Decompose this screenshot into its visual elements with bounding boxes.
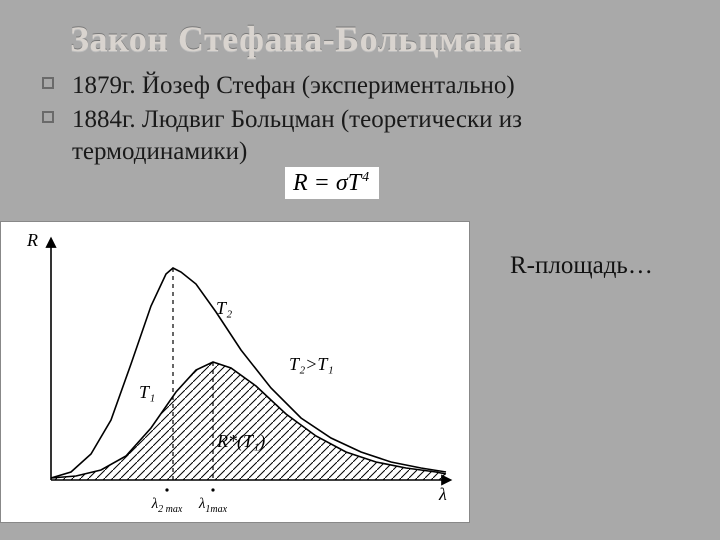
curve-t1-label: T₁	[139, 382, 155, 402]
formula: R = σT4	[285, 167, 379, 199]
formula-lhs: R	[293, 170, 308, 196]
svg-text:λ2 max: λ2 max	[151, 496, 183, 515]
side-note: R-площадь…	[510, 252, 653, 280]
slide: Закон Стефана-Больцмана 1879г. Йозеф Сте…	[0, 0, 720, 540]
bullet-list: 1879г. Йозеф Стефан (экспериментально) 1…	[42, 70, 686, 168]
bullet-item: 1884г. Людвиг Больцман (теоретически из …	[42, 104, 686, 168]
bullet-item: 1879г. Йозеф Стефан (экспериментально)	[42, 70, 686, 102]
x-tick-1: λ1max	[198, 488, 228, 515]
area-label: R*(T₁)	[216, 431, 265, 452]
slide-title: Закон Стефана-Больцмана	[70, 18, 686, 60]
x-tick-0: λ2 max	[151, 488, 183, 515]
curve-t2-label: T₂	[216, 298, 232, 318]
x-axis-label: λ	[438, 484, 447, 504]
y-axis-label: R	[26, 230, 38, 250]
svg-text:λ1max: λ1max	[198, 496, 228, 515]
blackbody-chart: R λ T₂ T₁ T₂>T₁ R*(T₁) λ2 max λ1max	[0, 221, 470, 523]
chart-svg: R λ T₂ T₁ T₂>T₁ R*(T₁) λ2 max λ1max	[1, 222, 469, 522]
formula-rhs-base: σT	[336, 170, 361, 196]
formula-exp: 4	[362, 170, 369, 185]
comparison-label: T₂>T₁	[289, 354, 334, 374]
